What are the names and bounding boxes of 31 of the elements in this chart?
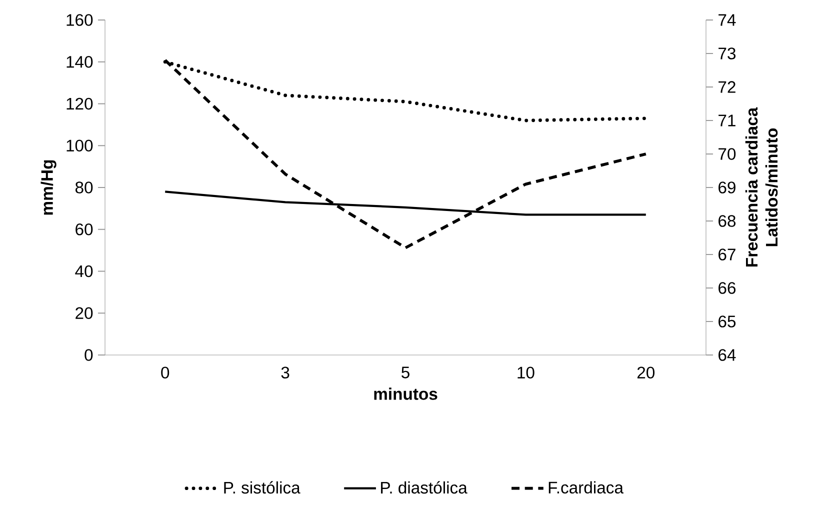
legend-label: P. sistólica bbox=[224, 481, 300, 494]
y-tick-label: 40 bbox=[75, 265, 93, 278]
y2-tick-label: 69 bbox=[718, 182, 736, 194]
y-tick-label: 20 bbox=[76, 307, 93, 320]
y-tick-label: 160 bbox=[66, 14, 93, 26]
legend-label: F.cardiaca bbox=[548, 481, 624, 494]
y-axis-title: mm/Hg bbox=[40, 160, 56, 215]
y2-tick-label: 65 bbox=[718, 316, 736, 328]
y2-tick-label: 64 bbox=[718, 349, 736, 361]
y2-tick-label: 67 bbox=[718, 248, 736, 260]
x-tick-label: 3 bbox=[281, 366, 290, 379]
y-tick-label: 120 bbox=[66, 98, 93, 110]
y-tick-label: 80 bbox=[75, 182, 93, 194]
x-tick-label: 10 bbox=[518, 366, 534, 379]
y-tick-label: 0 bbox=[84, 349, 93, 361]
y2-tick-label: 70 bbox=[718, 148, 736, 160]
y2-tick-label: 66 bbox=[718, 282, 736, 294]
y-tick-label: 60 bbox=[76, 223, 93, 236]
x-axis-title: minutos bbox=[374, 388, 438, 400]
y-tick-label: 140 bbox=[66, 56, 93, 68]
x-tick-label: 5 bbox=[402, 366, 410, 378]
y2-tick-label: 73 bbox=[718, 48, 736, 60]
x-tick-label: 20 bbox=[637, 366, 655, 379]
y2-tick-label: 68 bbox=[718, 215, 736, 227]
y2-tick-label: 72 bbox=[718, 81, 736, 93]
y-tick-label: 100 bbox=[66, 140, 93, 152]
y2-tick-label: 71 bbox=[718, 114, 736, 126]
y2-tick-label: 74 bbox=[718, 14, 736, 26]
legend-label: P. diastólica bbox=[381, 481, 468, 494]
x-tick-label: 0 bbox=[161, 366, 170, 379]
y2-axis-title: Frecuencia cardiaca Latidos/minuto bbox=[745, 107, 778, 267]
